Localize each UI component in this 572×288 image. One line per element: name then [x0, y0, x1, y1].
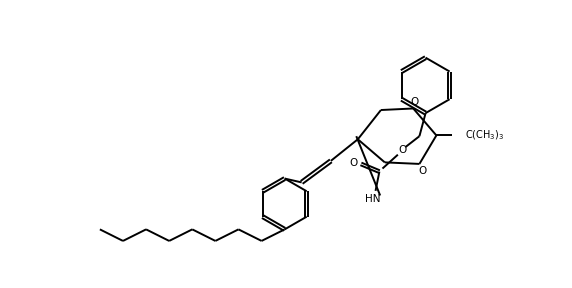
Text: C(CH$_3$)$_3$: C(CH$_3$)$_3$	[465, 129, 504, 142]
Text: O: O	[398, 145, 407, 155]
Text: O: O	[411, 96, 419, 107]
Text: O: O	[418, 166, 427, 176]
Text: O: O	[350, 158, 358, 168]
Text: HN: HN	[366, 194, 381, 204]
